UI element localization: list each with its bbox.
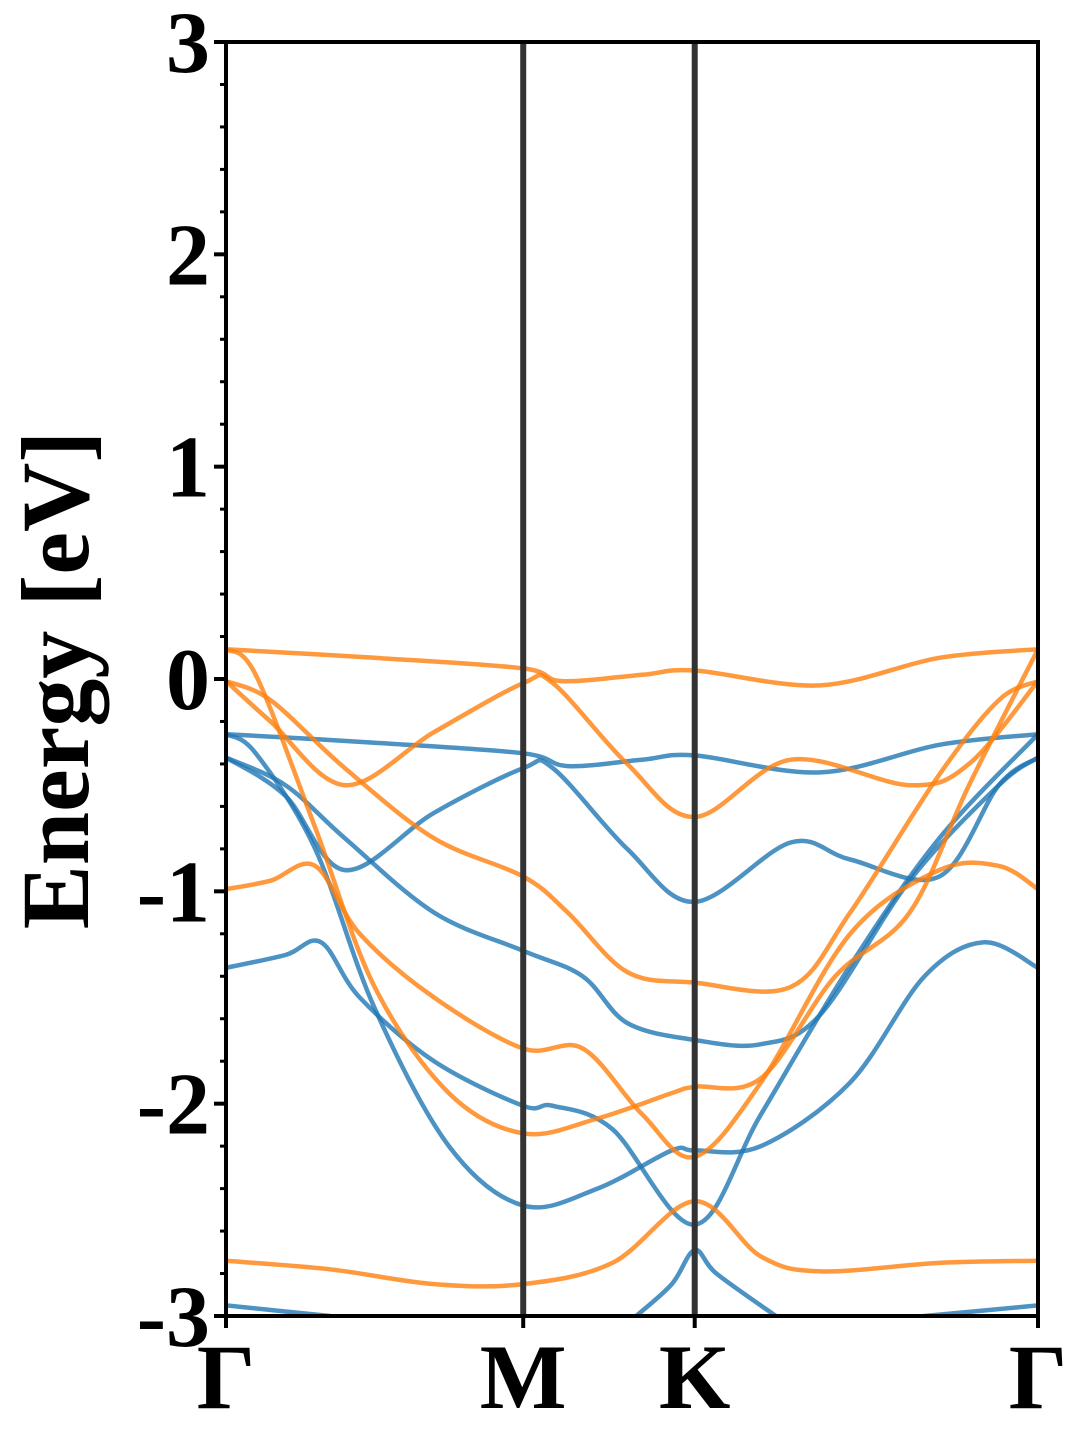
band-line-spin_b-13 bbox=[226, 1199, 1038, 1289]
y-tick-label: 3 bbox=[166, 0, 210, 92]
band-line-spin_a-4 bbox=[226, 731, 1038, 1210]
band-line-spin_a-1 bbox=[226, 755, 1038, 905]
band-lines bbox=[226, 647, 1038, 1316]
y-axis-label: Energy [eV] bbox=[2, 431, 109, 930]
y-tick-label: 1 bbox=[166, 420, 210, 517]
plot-frame bbox=[224, 40, 1040, 1318]
y-tick-label: -3 bbox=[137, 1269, 210, 1366]
band-line-spin_b-8 bbox=[226, 647, 1038, 688]
x-tick-label-0: Γ bbox=[197, 1326, 256, 1428]
band-line-spin_a-0 bbox=[226, 731, 1038, 775]
y-tick-label: -1 bbox=[137, 844, 210, 941]
x-tick-label-1: M bbox=[480, 1326, 567, 1428]
band-line-spin_b-12 bbox=[226, 647, 1038, 1137]
band-line-spin_b-11 bbox=[226, 860, 1038, 1160]
band-line-spin_a-3 bbox=[226, 731, 1038, 1227]
x-tick-label-2: K bbox=[659, 1326, 731, 1428]
high-symmetry-lines bbox=[520, 42, 698, 1316]
x-tick-label-3: Γ bbox=[1009, 1326, 1068, 1428]
band-line-spin_b-10 bbox=[226, 678, 1038, 994]
y-axis-ticks: -3 -2 -1 0 1 2 3 bbox=[137, 0, 226, 1366]
y-tick-label: -2 bbox=[137, 1057, 210, 1154]
band-line-spin_b-9 bbox=[226, 672, 1038, 820]
y-tick-label: 0 bbox=[166, 632, 210, 729]
band-line-spin_a-5 bbox=[633, 1247, 779, 1316]
y-tick-label: 2 bbox=[166, 207, 210, 304]
